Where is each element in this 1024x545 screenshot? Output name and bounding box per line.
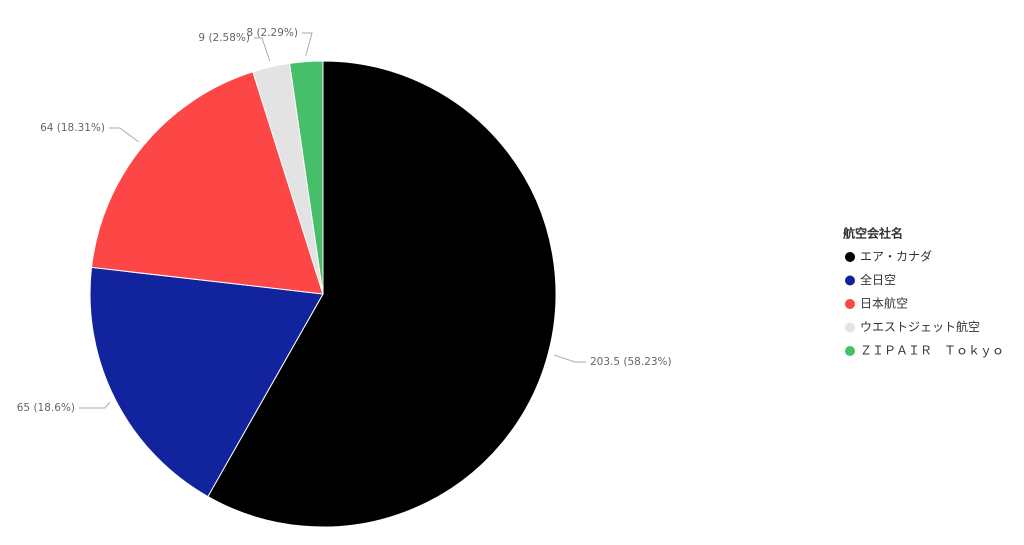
data-label: 64 (18.31%) xyxy=(40,122,105,134)
data-label: 203.5 (58.23%) xyxy=(590,356,672,368)
data-label: 9 (2.58%) xyxy=(198,32,250,44)
legend-label: ウエストジェット航空 xyxy=(860,319,980,334)
pie-slice xyxy=(90,71,324,295)
pie-slice xyxy=(89,266,324,498)
data-label: 8 (2.29%) xyxy=(246,27,298,39)
leader-line xyxy=(79,401,111,409)
legend-marker xyxy=(845,322,855,333)
legend-marker xyxy=(845,275,855,286)
data-label: 65 (18.6%) xyxy=(17,402,75,414)
leader-line xyxy=(302,32,313,56)
legend-label: 全日空 xyxy=(860,272,896,287)
leader-line xyxy=(109,127,139,143)
pie-slice xyxy=(207,60,557,528)
leader-line xyxy=(553,354,586,363)
legend-title: 航空会社名 xyxy=(843,226,903,241)
pie-slice xyxy=(289,60,324,295)
legend-marker xyxy=(845,346,855,356)
legend-label: ＺＩＰＡＩＲ Ｔｏｋｙｏ xyxy=(860,344,1004,358)
legend-marker xyxy=(845,252,855,262)
legend-marker xyxy=(845,299,855,309)
legend-label: エア・カナダ xyxy=(860,249,932,264)
legend-label: 日本航空 xyxy=(860,296,908,311)
leader-line xyxy=(254,37,271,62)
